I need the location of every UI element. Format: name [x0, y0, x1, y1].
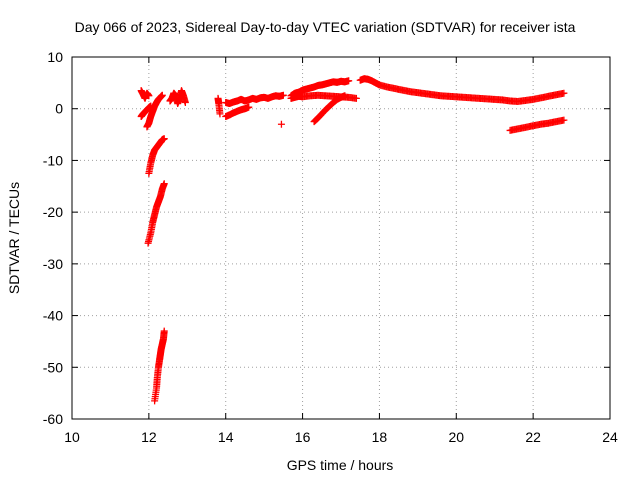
- x-tick-label: 10: [64, 429, 80, 445]
- data-point-marker: [216, 110, 224, 118]
- data-point-marker: [277, 120, 285, 128]
- data-point-marker: [145, 92, 153, 100]
- series-arc-o: [356, 75, 568, 105]
- series-arc-f: [151, 327, 168, 405]
- series-arc-j: [222, 103, 253, 120]
- series-arc-i: [222, 91, 287, 108]
- data-point-marker: [158, 91, 166, 99]
- x-tick-label: 24: [602, 429, 618, 445]
- grid-lines: [72, 57, 610, 419]
- y-tick-label: -20: [43, 204, 63, 220]
- series-arc-l: [287, 77, 353, 100]
- data-point-marker: [341, 92, 349, 100]
- y-axis-ticks: 10 0 -10 -20 -30 -40 -50 -60: [43, 49, 610, 427]
- data-point-marker: [345, 77, 353, 85]
- data-point-marker: [245, 103, 253, 111]
- series-arc-p: [506, 116, 568, 134]
- data-points: [137, 75, 568, 405]
- y-tick-label: 10: [47, 49, 63, 65]
- data-point-marker: [160, 327, 168, 335]
- chart-title: Day 066 of 2023, Sidereal Day-to-day VTE…: [75, 19, 576, 35]
- data-point-marker: [560, 116, 568, 124]
- data-point-marker: [279, 91, 287, 99]
- y-tick-label: -40: [43, 308, 63, 324]
- series-arc-b: [137, 102, 155, 120]
- series-arc-c: [143, 91, 166, 131]
- series-arc-d: [145, 135, 168, 177]
- data-point-marker: [160, 135, 168, 143]
- series-arc-a: [137, 87, 153, 102]
- plot-frame: [71, 56, 611, 420]
- series-arc-e: [144, 180, 168, 247]
- series-arc-g: [166, 87, 189, 108]
- data-point-marker: [560, 89, 568, 97]
- data-point-marker: [352, 94, 360, 102]
- data-point-marker: [160, 180, 168, 188]
- y-tick-label: 0: [55, 101, 63, 117]
- series-arc-m: [287, 91, 360, 102]
- y-tick-label: -10: [43, 152, 63, 168]
- x-tick-label: 22: [525, 429, 541, 445]
- x-axis-ticks: 10 12 14 16 18 20 22 24: [64, 57, 618, 445]
- x-tick-label: 16: [295, 429, 311, 445]
- x-tick-label: 18: [372, 429, 388, 445]
- y-tick-label: -60: [43, 411, 63, 427]
- series-arc-h: [214, 94, 224, 118]
- series-arc-k: [277, 120, 285, 128]
- series-arc-n: [310, 92, 349, 126]
- x-tick-label: 12: [141, 429, 157, 445]
- y-axis-label: SDTVAR / TECUs: [6, 182, 22, 294]
- data-point-marker: [181, 99, 189, 107]
- x-axis-label: GPS time / hours: [287, 457, 394, 473]
- y-tick-label: -50: [43, 359, 63, 375]
- x-tick-label: 14: [218, 429, 234, 445]
- x-tick-label: 20: [448, 429, 464, 445]
- y-tick-label: -30: [43, 256, 63, 272]
